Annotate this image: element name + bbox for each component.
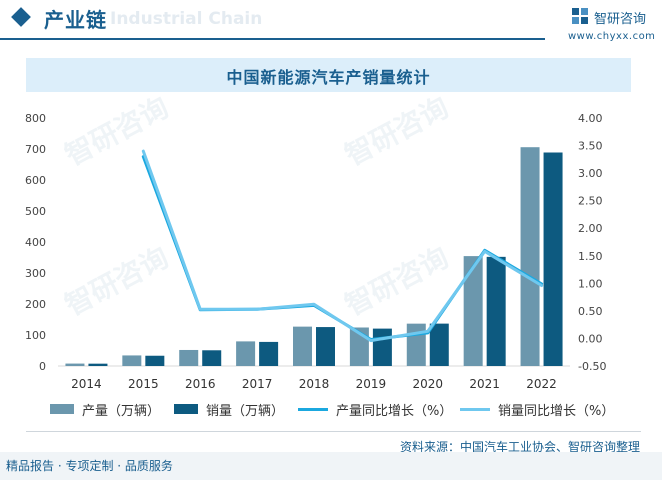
section-title: 产业链 [44,8,107,32]
y-left-tick-label: 700 [25,143,46,156]
bar-sales [145,355,165,366]
section-subtitle: Industrial Chain [110,9,263,29]
bar-sales [372,328,392,366]
bar-sales [429,323,449,366]
bar-production [122,355,142,366]
footer-tagline: 精品报告 · 专项定制 · 品质服务 [6,459,173,473]
logo-name: 智研咨询 [594,12,647,27]
bar-sales [202,350,222,366]
bar-production [293,326,312,366]
legend-label: 销量（万辆） [206,404,285,419]
header-divider [0,38,545,40]
legend-label: 产量同比增长（%） [336,404,453,419]
y-left-tick-label: 800 [25,112,46,125]
legend-line-sales-growth [460,408,490,411]
logo-icon [572,8,588,24]
bar-sales [88,363,108,366]
legend-label: 销量同比增长（%） [498,404,615,419]
x-tick-label: 2022 [526,377,557,391]
y-right-tick-label: -0.50 [578,360,606,373]
legend-swatch-sales [174,404,198,414]
x-tick-label: 2019 [356,377,387,391]
x-tick-label: 2018 [299,377,330,391]
y-left-tick-label: 200 [25,298,46,311]
chart-title: 中国新能源汽车产销量统计 [226,68,431,87]
y-left-tick-label: 300 [25,267,46,280]
x-tick-label: 2014 [71,377,102,391]
y-left-tick-label: 0 [39,360,46,373]
chart-legend: 产量（万辆） 销量（万辆） 产量同比增长（%） 销量同比增长（%） [0,400,662,420]
y-right-tick-label: 0.50 [578,305,603,318]
y-right-tick-label: 1.50 [578,250,603,263]
y-right-tick-label: 1.00 [578,277,603,290]
bar-sales [543,152,563,366]
x-tick-label: 2021 [469,377,500,391]
legend-swatch-production [50,404,74,414]
y-left-tick-label: 600 [25,174,46,187]
y-right-tick-label: 0.00 [578,332,603,345]
y-left-tick-label: 400 [25,236,46,249]
bar-sales [316,327,335,366]
y-right-tick-label: 3.50 [578,140,603,153]
legend-line-production-growth [298,408,328,411]
bar-sales [486,256,506,366]
line-sales-growth [141,149,544,343]
bar-production [406,323,426,366]
x-tick-label: 2017 [242,377,273,391]
y-right-tick-label: 2.50 [578,195,603,208]
x-tick-label: 2020 [413,377,444,391]
y-left-tick-label: 100 [25,329,46,342]
bar-production [65,363,85,366]
source-note: 资料来源：中国汽车工业协会、智研咨询整理 [399,440,640,454]
header-bar: 产业链 Industrial Chain 智研咨询 www.chyxx.com [0,0,662,44]
x-tick-label: 2016 [185,377,216,391]
x-tick-label: 2015 [128,377,159,391]
bar-sales [259,341,279,366]
y-right-tick-label: 2.00 [578,222,603,235]
bar-production [179,349,199,366]
y-right-tick-label: 4.00 [578,112,603,125]
bar-production [463,256,483,366]
footer-bar: 精品报告 · 专项定制 · 品质服务 [0,452,662,480]
chart: 0 100 200 300 400 500 600 700 800 -0.50 0.00 0.50 1.… [25,112,606,391]
source-divider [26,431,641,432]
bar-production [236,341,256,366]
logo-url: www.chyxx.com [568,31,656,42]
chart-title-band: 中国新能源汽车产销量统计 [26,58,631,92]
bar-production [520,147,540,366]
y-left-tick-label: 500 [25,205,46,218]
y-right-tick-label: 3.00 [578,167,603,180]
legend-label: 产量（万辆） [82,404,161,419]
